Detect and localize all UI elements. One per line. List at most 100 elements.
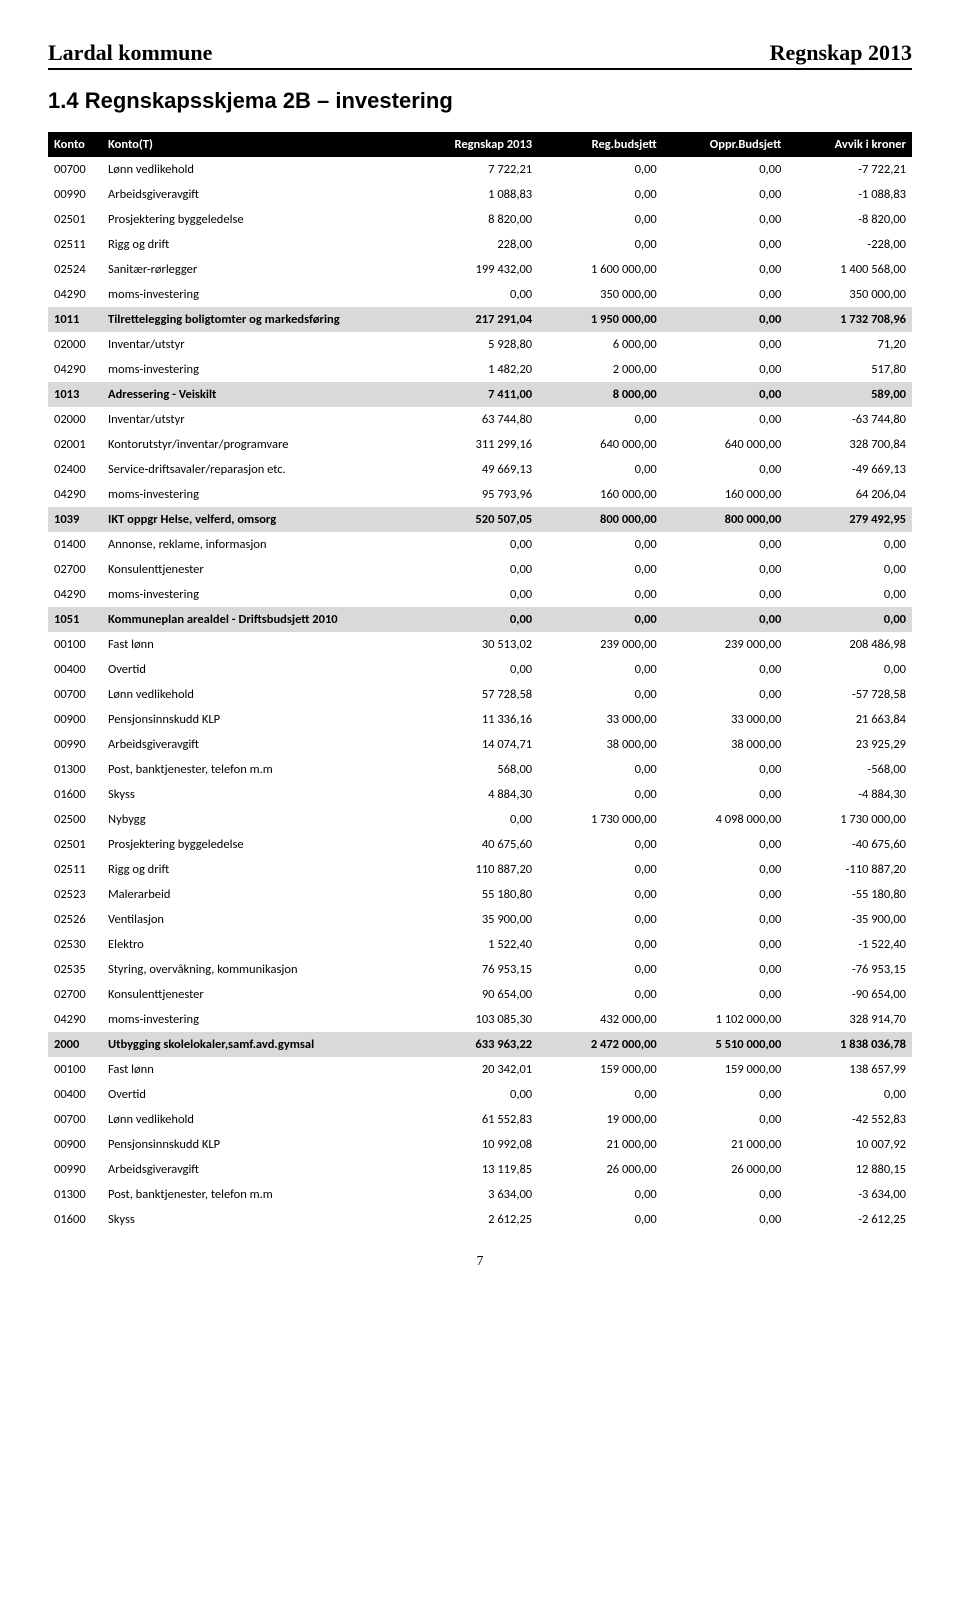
cell: Pensjonsinnskudd KLP <box>102 707 414 732</box>
cell: 2 000,00 <box>538 357 663 382</box>
cell: 04290 <box>48 357 102 382</box>
cell: 04290 <box>48 282 102 307</box>
table-row: 02511Rigg og drift110 887,200,000,00-110… <box>48 857 912 882</box>
cell: 6 000,00 <box>538 332 663 357</box>
cell: 02700 <box>48 557 102 582</box>
cell: 0,00 <box>663 607 788 632</box>
table-row: 1013Adressering - Veiskilt7 411,008 000,… <box>48 382 912 407</box>
cell: -35 900,00 <box>787 907 912 932</box>
cell: 0,00 <box>663 657 788 682</box>
cell: 64 206,04 <box>787 482 912 507</box>
cell: 0,00 <box>663 1082 788 1107</box>
table-row: 00900Pensjonsinnskudd KLP11 336,1633 000… <box>48 707 912 732</box>
cell: 02526 <box>48 907 102 932</box>
cell: Post, banktjenester, telefon m.m <box>102 1182 414 1207</box>
cell: 0,00 <box>663 957 788 982</box>
table-row: 2000Utbygging skolelokaler,samf.avd.gyms… <box>48 1032 912 1057</box>
cell: 95 793,96 <box>414 482 539 507</box>
cell: 0,00 <box>663 907 788 932</box>
table-row: 00990Arbeidsgiveravgift14 074,7138 000,0… <box>48 732 912 757</box>
table-row: 02501Prosjektering byggeledelse40 675,60… <box>48 832 912 857</box>
cell: 0,00 <box>663 682 788 707</box>
cell: 57 728,58 <box>414 682 539 707</box>
cell: 0,00 <box>787 607 912 632</box>
col-konto: Konto <box>48 132 102 157</box>
cell: 7 411,00 <box>414 382 539 407</box>
cell: 0,00 <box>538 607 663 632</box>
cell: 0,00 <box>663 232 788 257</box>
table-row: 02000Inventar/utstyr63 744,800,000,00-63… <box>48 407 912 432</box>
cell: 1 838 036,78 <box>787 1032 912 1057</box>
cell: 0,00 <box>538 832 663 857</box>
table-row: 04290moms-investering103 085,30432 000,0… <box>48 1007 912 1032</box>
cell: 35 900,00 <box>414 907 539 932</box>
cell: 38 000,00 <box>663 732 788 757</box>
cell: 1 730 000,00 <box>787 807 912 832</box>
cell: 10 992,08 <box>414 1132 539 1157</box>
cell: 0,00 <box>663 1182 788 1207</box>
cell: 20 342,01 <box>414 1057 539 1082</box>
cell: 02523 <box>48 882 102 907</box>
cell: 0,00 <box>414 607 539 632</box>
table-row: 00100Fast lønn20 342,01159 000,00159 000… <box>48 1057 912 1082</box>
cell: -42 552,83 <box>787 1107 912 1132</box>
cell: Pensjonsinnskudd KLP <box>102 1132 414 1157</box>
cell: Skyss <box>102 1207 414 1232</box>
cell: 432 000,00 <box>538 1007 663 1032</box>
cell: 0,00 <box>663 582 788 607</box>
cell: 1013 <box>48 382 102 407</box>
cell: 0,00 <box>663 1207 788 1232</box>
cell: 239 000,00 <box>663 632 788 657</box>
cell: 0,00 <box>538 857 663 882</box>
cell: moms-investering <box>102 1007 414 1032</box>
cell: 800 000,00 <box>663 507 788 532</box>
page-header: Lardal kommune Regnskap 2013 <box>48 40 912 70</box>
table-row: 02535Styring, overvåkning, kommunikasjon… <box>48 957 912 982</box>
cell: 0,00 <box>663 282 788 307</box>
cell: 159 000,00 <box>538 1057 663 1082</box>
cell: 02001 <box>48 432 102 457</box>
cell: 02000 <box>48 407 102 432</box>
cell: 589,00 <box>787 382 912 407</box>
cell: Annonse, reklame, informasjon <box>102 532 414 557</box>
cell: Lønn vedlikehold <box>102 682 414 707</box>
cell: 00700 <box>48 1107 102 1132</box>
cell: 5 928,80 <box>414 332 539 357</box>
table-row: 02501Prosjektering byggeledelse8 820,000… <box>48 207 912 232</box>
cell: 0,00 <box>538 782 663 807</box>
cell: IKT oppgr Helse, velferd, omsorg <box>102 507 414 532</box>
cell: -63 744,80 <box>787 407 912 432</box>
cell: 19 000,00 <box>538 1107 663 1132</box>
cell: 63 744,80 <box>414 407 539 432</box>
cell: 02500 <box>48 807 102 832</box>
cell: Prosjektering byggeledelse <box>102 832 414 857</box>
cell: 02400 <box>48 457 102 482</box>
cell: Inventar/utstyr <box>102 332 414 357</box>
cell: 13 119,85 <box>414 1157 539 1182</box>
cell: 0,00 <box>663 382 788 407</box>
cell: 0,00 <box>538 757 663 782</box>
header-right: Regnskap 2013 <box>770 40 912 66</box>
table-row: 00990Arbeidsgiveravgift1 088,830,000,00-… <box>48 182 912 207</box>
cell: 8 000,00 <box>538 382 663 407</box>
cell: 1 088,83 <box>414 182 539 207</box>
cell: Elektro <box>102 932 414 957</box>
cell: 33 000,00 <box>663 707 788 732</box>
cell: moms-investering <box>102 357 414 382</box>
cell: 0,00 <box>538 682 663 707</box>
cell: 01300 <box>48 1182 102 1207</box>
cell: 01300 <box>48 757 102 782</box>
cell: 0,00 <box>787 557 912 582</box>
cell: 0,00 <box>538 157 663 182</box>
table-row: 04290moms-investering95 793,96160 000,00… <box>48 482 912 507</box>
cell: 33 000,00 <box>538 707 663 732</box>
col-kontot: Konto(T) <box>102 132 414 157</box>
cell: -49 669,13 <box>787 457 912 482</box>
cell: 328 914,70 <box>787 1007 912 1032</box>
table-row: 00400Overtid0,000,000,000,00 <box>48 1082 912 1107</box>
cell: Inventar/utstyr <box>102 407 414 432</box>
cell: Utbygging skolelokaler,samf.avd.gymsal <box>102 1032 414 1057</box>
col-avvik: Avvik i kroner <box>787 132 912 157</box>
cell: Lønn vedlikehold <box>102 1107 414 1132</box>
cell: 208 486,98 <box>787 632 912 657</box>
